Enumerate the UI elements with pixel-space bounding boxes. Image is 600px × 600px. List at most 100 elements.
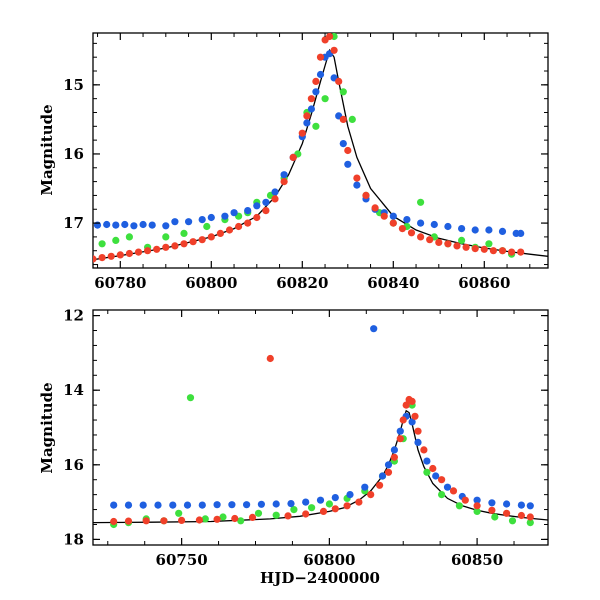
red-data-point: [298, 129, 306, 137]
red-data-point: [517, 248, 525, 256]
x-tick-label: 60840: [367, 274, 419, 292]
blue-data-point: [228, 501, 236, 509]
x-tick-label: 60850: [451, 551, 503, 569]
red-data-point: [344, 146, 352, 155]
blue-data-point: [517, 229, 525, 237]
red-data-point: [453, 242, 461, 250]
green-data-point: [175, 509, 183, 517]
red-data-point: [316, 53, 325, 61]
red-data-point: [380, 212, 388, 220]
blue-data-point: [498, 227, 507, 235]
red-data-point: [284, 512, 292, 520]
red-data-point: [116, 251, 124, 259]
blue-data-point: [303, 119, 311, 127]
green-data-point: [348, 115, 356, 123]
blue-data-point: [271, 188, 279, 196]
red-data-point: [162, 243, 170, 251]
red-data-point: [107, 252, 115, 260]
red-data-point: [244, 219, 252, 227]
panel-bottom: 60750 60800 60850 12 14 16 18 Magnitude HJD−24…: [38, 307, 549, 587]
panel-top-frame: [92, 32, 549, 269]
x-tick-label: 60780: [94, 274, 146, 292]
red-data-point: [488, 506, 496, 514]
blue-data-point: [124, 501, 133, 509]
blue-data-point: [443, 483, 452, 491]
blue-data-point: [253, 202, 261, 210]
blue-data-point: [154, 501, 162, 509]
green-data-point: [438, 491, 446, 499]
blue-data-point: [162, 222, 170, 230]
green-data-point: [201, 515, 209, 523]
red-data-point: [262, 207, 270, 215]
green-data-point: [308, 504, 316, 512]
red-data-point: [302, 510, 310, 518]
red-data-point: [331, 505, 339, 513]
red-data-point: [235, 222, 243, 231]
blue-data-point: [471, 226, 479, 234]
red-data-point: [339, 115, 347, 123]
red-data-point: [402, 401, 410, 409]
red-data-point: [98, 254, 106, 262]
x-tick-label: 60800: [303, 551, 355, 569]
y-tick-label: 16: [63, 456, 84, 474]
panel-top: 60780 60800 60820 60840 60860 15 16 17 Magnitud…: [38, 32, 549, 292]
red-data-point: [180, 240, 188, 248]
blue-data-point: [485, 226, 493, 234]
red-data-point: [160, 517, 168, 525]
green-data-point: [321, 95, 329, 103]
blue-data-point: [148, 221, 156, 229]
green-data-point: [339, 88, 347, 96]
green-data-point: [219, 513, 227, 521]
green-data-point: [325, 500, 333, 508]
red-data-point: [144, 247, 152, 255]
blue-data-point: [221, 212, 229, 220]
red-data-point: [396, 435, 404, 443]
blue-data-point: [139, 220, 147, 229]
blue-data-point: [121, 220, 129, 229]
red-data-point: [248, 513, 257, 522]
blue-data-point: [169, 501, 177, 509]
red-data-point: [207, 233, 215, 241]
blue-data-point: [280, 171, 288, 179]
red-data-point: [216, 229, 224, 237]
red-data-point: [153, 245, 161, 253]
green-data-point: [112, 236, 120, 244]
red-data-point: [408, 397, 416, 405]
red-data-point: [473, 502, 481, 510]
green-data-point: [162, 233, 170, 241]
green-data-point: [237, 517, 245, 525]
green-data-point: [423, 468, 431, 476]
green-data-point: [526, 519, 534, 527]
panel-bottom-frame: [92, 309, 549, 546]
blue-data-point: [430, 220, 438, 229]
red-data-point: [371, 204, 379, 212]
red-data-point: [343, 502, 351, 510]
green-data-point: [98, 240, 106, 248]
red-data-point: [189, 238, 197, 246]
red-data-point: [289, 153, 297, 161]
green-data-point: [485, 240, 493, 248]
blue-data-point: [316, 70, 325, 79]
green-data-point: [180, 229, 188, 237]
x-tick-label: 60800: [185, 274, 237, 292]
red-data-point: [471, 245, 479, 253]
blue-data-point: [432, 472, 440, 480]
green-data-point: [254, 509, 263, 517]
blue-data-point: [517, 501, 526, 509]
panel-bottom-ylabel: Magnitude: [38, 382, 56, 473]
blue-data-point: [207, 213, 215, 222]
blue-data-point: [473, 496, 481, 504]
red-data-point: [398, 225, 406, 233]
blue-data-point: [183, 501, 192, 509]
blue-data-point: [198, 501, 206, 509]
blue-data-point: [339, 140, 347, 148]
red-data-point: [312, 77, 320, 85]
blue-data-point: [198, 216, 206, 224]
panel-top-ylabel: Magnitude: [38, 104, 56, 195]
blue-data-point: [389, 212, 397, 220]
blue-data-point: [390, 446, 398, 454]
red-data-point: [231, 514, 239, 523]
blue-data-point: [417, 219, 425, 227]
red-data-point: [198, 236, 206, 244]
